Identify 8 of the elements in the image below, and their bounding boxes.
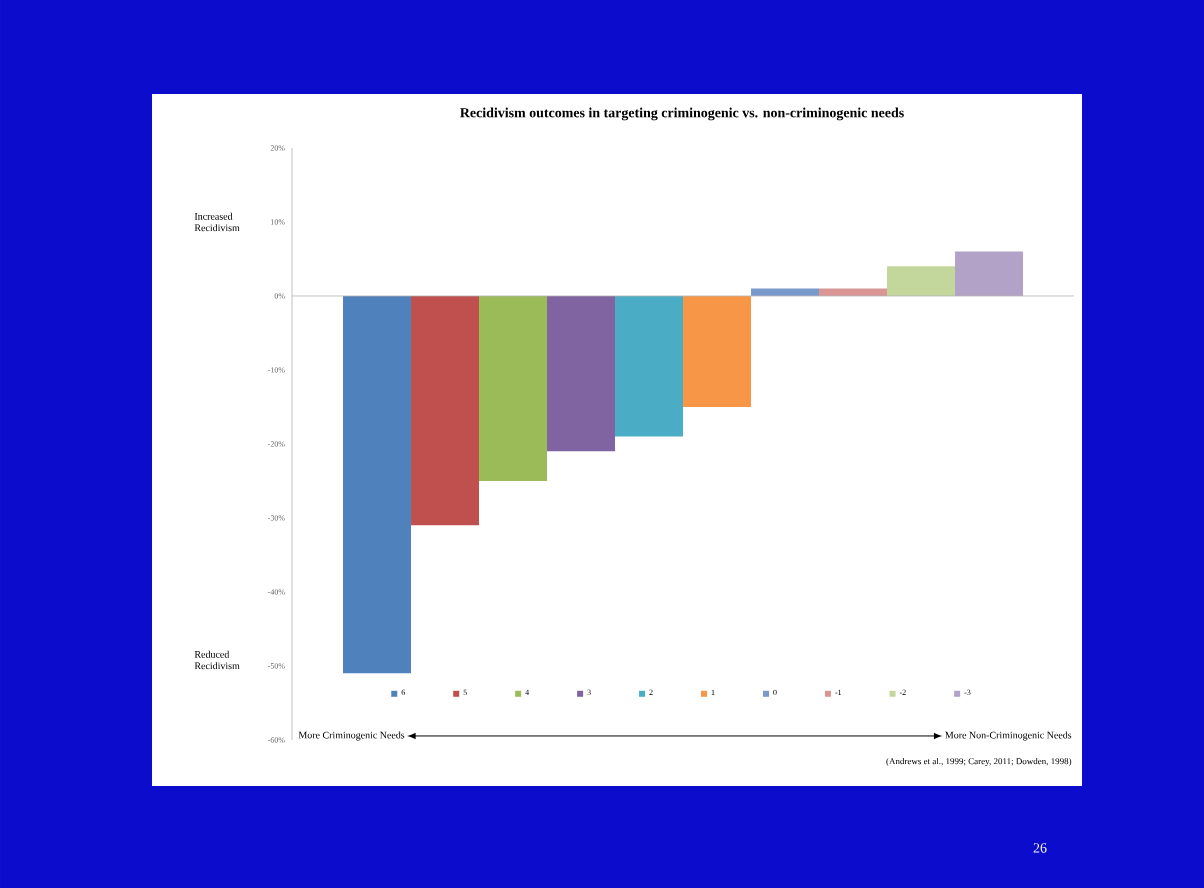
- bar: [683, 295, 752, 407]
- bar: [411, 295, 480, 526]
- bar: [343, 295, 412, 674]
- bar: [479, 295, 548, 481]
- bar: [615, 295, 684, 437]
- bar: [955, 251, 1024, 296]
- bar: [547, 295, 616, 452]
- bar: [887, 266, 956, 296]
